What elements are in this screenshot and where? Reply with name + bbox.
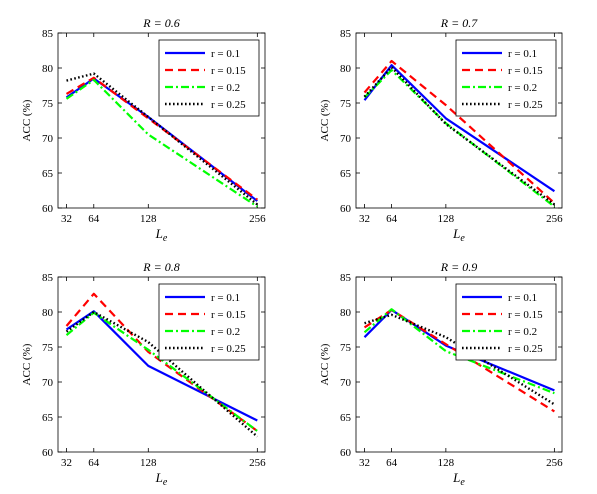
y-tick-label: 85 [340, 28, 352, 40]
x-axis-label: Le [452, 226, 465, 244]
y-tick-label: 60 [340, 447, 352, 459]
series-line-3 [363, 68, 556, 208]
y-tick-label: 70 [340, 133, 352, 145]
series-line-2 [363, 59, 556, 204]
y-tick-label: 85 [42, 272, 54, 284]
y-tick-label: 85 [340, 272, 352, 284]
series-line-4 [65, 310, 259, 438]
x-tick-label: 64 [386, 457, 398, 469]
chart-title: R = 0.6 [142, 16, 179, 30]
y-tick-label: 70 [340, 377, 352, 389]
series-line-1 [65, 310, 258, 422]
y-tick-label: 75 [42, 98, 54, 110]
legend-entry: r = 0.15 [211, 65, 246, 77]
chart-title: R = 0.8 [142, 260, 179, 274]
x-tick-label: 256 [546, 213, 563, 225]
legend-entry: r = 0.1 [508, 48, 537, 60]
legend-entry: r = 0.25 [211, 99, 246, 111]
x-tick-label: 32 [61, 213, 72, 225]
series-line-2 [65, 76, 258, 201]
y-axis-label: ACC (%) [21, 99, 33, 141]
x-tick-label: 64 [88, 457, 100, 469]
legend-entry: r = 0.2 [211, 82, 240, 94]
x-tick-label: 64 [88, 213, 100, 225]
y-tick-label: 70 [42, 377, 54, 389]
y-tick-label: 60 [42, 447, 54, 459]
y-tick-label: 85 [42, 28, 54, 40]
y-axis-label: ACC (%) [21, 343, 33, 385]
chart-panel-3: R = 0.8 60 65 70 75 80 85 32 64 128 256 ACC (%) Le r … [21, 260, 266, 488]
legend-entry: r = 0.1 [211, 48, 240, 60]
x-tick-label: 128 [140, 213, 157, 225]
y-tick-label: 60 [42, 203, 54, 215]
y-tick-label: 70 [42, 133, 54, 145]
x-axis-label: Le [155, 226, 168, 244]
legend-entry: r = 0.2 [211, 326, 240, 338]
series-line-3 [65, 311, 258, 432]
x-axis-label: Le [155, 470, 168, 488]
series-line-3 [65, 78, 258, 208]
x-tick-label: 256 [546, 457, 563, 469]
y-tick-label: 65 [340, 412, 352, 424]
y-tick-label: 75 [340, 98, 352, 110]
series-line-2 [363, 308, 555, 413]
legend-entry: r = 0.15 [211, 309, 246, 321]
x-tick-label: 256 [249, 213, 266, 225]
legend-entry: r = 0.1 [508, 292, 537, 304]
x-tick-label: 128 [438, 457, 455, 469]
legend-entry: r = 0.25 [508, 343, 543, 355]
y-tick-label: 80 [42, 63, 54, 75]
chart-title: R = 0.9 [440, 260, 477, 274]
y-tick-label: 65 [42, 168, 54, 180]
legend-entry: r = 0.25 [508, 99, 543, 111]
chart-panel-1: R = 0.6 60 65 70 75 80 85 32 64 128 256 ACC (%) Le r … [21, 16, 266, 244]
y-tick-label: 65 [340, 168, 352, 180]
x-tick-label: 32 [359, 457, 370, 469]
x-tick-label: 32 [359, 213, 370, 225]
legend-entry: r = 0.25 [211, 343, 246, 355]
series-line-2 [65, 292, 258, 432]
legend-entry: r = 0.2 [508, 82, 537, 94]
y-tick-label: 75 [42, 342, 54, 354]
x-axis-label: Le [452, 470, 465, 488]
y-tick-label: 80 [340, 307, 352, 319]
x-tick-label: 32 [61, 457, 72, 469]
series-line-1 [363, 308, 555, 392]
series-line-3 [363, 308, 555, 395]
x-tick-label: 64 [386, 213, 398, 225]
chart-panel-2: R = 0.7 60 65 70 75 80 85 32 64 128 256 ACC (%) Le r … [319, 16, 563, 244]
y-axis-label: ACC (%) [319, 99, 331, 141]
y-tick-label: 75 [340, 342, 352, 354]
chart-panel-4: R = 0.9 60 65 70 75 80 85 32 64 128 256 ACC (%) Le r … [319, 260, 563, 488]
legend-entry: r = 0.15 [508, 309, 543, 321]
y-tick-label: 65 [42, 412, 54, 424]
y-tick-label: 60 [340, 203, 352, 215]
x-tick-label: 128 [140, 457, 157, 469]
legend-entry: r = 0.2 [508, 326, 537, 338]
chart-title: R = 0.7 [440, 16, 478, 30]
y-axis-label: ACC (%) [319, 343, 331, 385]
legend-entry: r = 0.1 [211, 292, 240, 304]
legend-entry: r = 0.15 [508, 65, 543, 77]
y-tick-label: 80 [42, 307, 54, 319]
x-tick-label: 128 [438, 213, 455, 225]
y-tick-label: 80 [340, 63, 352, 75]
x-tick-label: 256 [249, 457, 266, 469]
